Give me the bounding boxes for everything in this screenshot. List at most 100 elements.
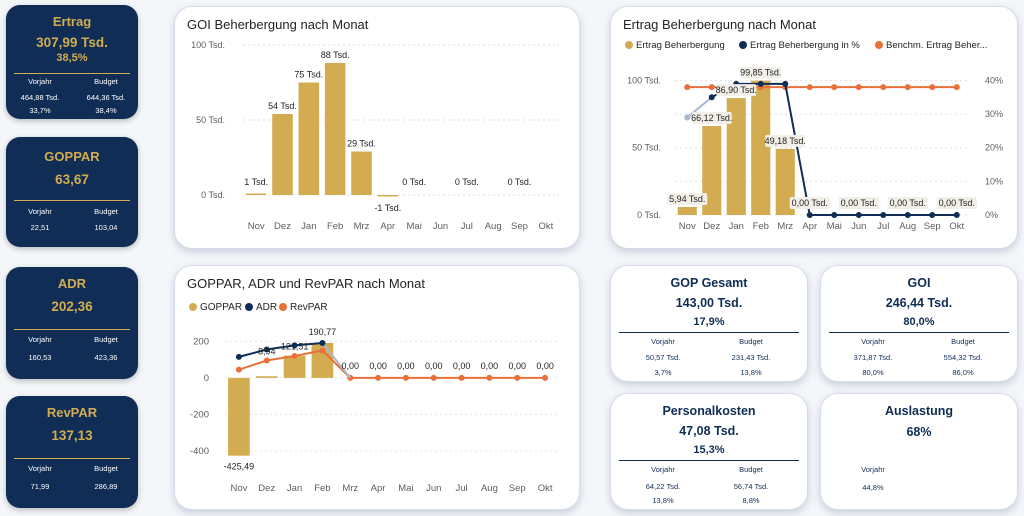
kpi-divider <box>14 200 130 201</box>
data-label: 1 Tsd. <box>244 177 268 187</box>
kpi-prev-label: Vorjahr <box>28 464 52 473</box>
x-tick-label: Okt <box>538 221 553 232</box>
pct-point <box>782 80 789 87</box>
goppar-adr-revpar-chart[interactable]: GOPPAR ADR RevPAR 200 0 -200 -400 Nov Dez Jan Feb M… <box>175 266 579 509</box>
kpi-budget-value: 644,36 Tsd. <box>86 93 126 102</box>
tile-prev-label: Vorjahr <box>861 337 885 346</box>
data-label: 0,00 <box>481 361 499 371</box>
kpi-prev-label: Vorjahr <box>28 77 52 86</box>
pct-point <box>831 212 838 218</box>
x-tick-label: Aug <box>485 221 502 232</box>
adr-point <box>235 353 242 360</box>
bar <box>677 207 697 215</box>
bar <box>351 151 372 195</box>
kpi-budget-label: Budget <box>94 207 118 216</box>
x-tick-label: Dez <box>258 483 275 494</box>
kpi-budget-value: 286,89 <box>94 482 118 491</box>
tile-personalkosten[interactable]: Personalkosten 47,08 Tsd. 15,3% Vorjahr … <box>610 393 808 510</box>
kpi-card-goppar[interactable]: GOPPAR 63,67 Vorjahr Budget 22,51 103,04 <box>6 137 138 247</box>
x-tick-label: Mrz <box>777 221 793 232</box>
data-label-bg <box>667 193 708 206</box>
data-label: 8,94 <box>258 347 276 357</box>
legend-marker <box>739 41 747 49</box>
bar <box>377 195 399 197</box>
tile-prev-pct: 3,7% <box>654 368 672 377</box>
kpi-card-adr[interactable]: ADR 202,36 Vorjahr Budget 160,53 423,36 <box>6 267 138 379</box>
ertrag-combo-chart[interactable]: Ertrag Beherbergung Ertrag Beherbergung i… <box>611 7 1017 248</box>
tile-goi[interactable]: GOI 246,44 Tsd. 80,0% Vorjahr Budget 371… <box>820 265 1018 382</box>
tile-divider <box>619 332 799 333</box>
data-label: 0,00 <box>341 361 359 371</box>
data-label-bg <box>936 197 977 209</box>
kpi-prev-label: Vorjahr <box>28 207 52 216</box>
chart-panel-goppar-adr-revpar[interactable]: GOPPAR, ADR und RevPAR nach Monat GOPPAR… <box>174 265 580 510</box>
bar <box>228 377 250 456</box>
legend-label: Ertrag Beherbergung in % <box>750 40 860 51</box>
x-tick-label: Sep <box>509 483 526 494</box>
y-right-tick-label: 20% <box>985 143 1003 153</box>
adr-point <box>263 346 270 353</box>
kpi-divider <box>14 73 130 74</box>
tile-prev-label: Vorjahr <box>651 465 675 474</box>
data-label-bg <box>838 197 879 209</box>
legend-label: Ertrag Beherbergung <box>636 40 725 51</box>
benchmark-point <box>806 84 813 91</box>
data-label: 0,00 Tsd. <box>841 198 877 208</box>
revpar-line <box>238 349 546 379</box>
kpi-budget-value: 103,04 <box>94 223 118 232</box>
benchmark-point <box>929 84 936 91</box>
kpi-prev-value: 22,51 <box>30 223 50 232</box>
legend-label: Benchm. Ertrag Beher... <box>886 40 987 51</box>
pct-point <box>708 94 715 101</box>
tile-title: GOI <box>907 276 931 290</box>
x-tick-label: Okt <box>538 483 553 494</box>
data-label-bg <box>765 134 806 147</box>
pct-point <box>880 212 887 218</box>
x-tick-label: Dez <box>703 221 720 232</box>
data-label: 75 Tsd. <box>294 70 323 80</box>
tile-prev-label: Vorjahr <box>651 337 675 346</box>
benchmark-point <box>684 84 691 91</box>
kpi-prev-value: 160,53 <box>28 353 52 362</box>
revpar-point <box>514 374 521 381</box>
revpar-point <box>375 374 382 381</box>
pct-line <box>711 82 957 216</box>
kpi-budget-label: Budget <box>94 464 118 473</box>
pct-point <box>904 212 911 218</box>
kpi-card-ertrag[interactable]: Ertrag 307,99 Tsd. 38,5% Vorjahr Budget … <box>6 5 138 119</box>
x-tick-label: Mrz <box>354 221 370 232</box>
x-tick-label: Jun <box>851 221 866 232</box>
legend-marker <box>189 303 197 311</box>
tile-budget-pct: 13,8% <box>740 368 762 377</box>
kpi-card-revpar[interactable]: RevPAR 137,13 Vorjahr Budget 71,99 286,8… <box>6 396 138 508</box>
tile-auslastung[interactable]: Auslastung 68% Vorjahr 44,8% <box>820 393 1018 510</box>
data-label-bg <box>691 112 732 125</box>
y-tick-label: 0 Tsd. <box>201 190 225 200</box>
kpi-percent: 38,5% <box>56 52 88 64</box>
x-tick-label: Jul <box>456 483 468 494</box>
kpi-title: GOPPAR <box>44 149 100 164</box>
tile-gop-gesamt[interactable]: GOP Gesamt 143,00 Tsd. 17,9% Vorjahr Bud… <box>610 265 808 382</box>
goi-bar-chart[interactable]: 100 Tsd. 50 Tsd. 0 Tsd. Nov 1 Tsd. Dez 54 Tsd.… <box>175 7 579 248</box>
bar <box>255 376 278 378</box>
tile-title: Personalkosten <box>662 404 756 418</box>
pct-point <box>855 212 862 218</box>
chart-panel-goi[interactable]: GOI Beherbergung nach Monat 100 Tsd. 50 T… <box>174 6 580 249</box>
x-tick-label: Mrz <box>342 483 358 494</box>
x-tick-label: Dez <box>274 221 291 232</box>
tile-percent: 15,3% <box>693 444 725 456</box>
tile-value: 143,00 Tsd. <box>675 296 743 310</box>
tile-prev-pct: 13,8% <box>652 496 674 505</box>
kpi-budget-label: Budget <box>94 77 118 86</box>
benchmark-point <box>855 84 862 91</box>
benchmark-point <box>708 84 715 91</box>
benchmark-point <box>831 84 838 91</box>
kpi-prev-value: 464,88 Tsd. <box>20 93 60 102</box>
chart-panel-ertrag[interactable]: Ertrag Beherbergung nach Monat Ertrag Be… <box>610 6 1018 249</box>
x-tick-label: Jan <box>729 221 744 232</box>
data-label: 54 Tsd. <box>268 101 297 111</box>
revpar-point <box>486 374 493 381</box>
bar <box>272 114 293 195</box>
tile-prev-value: 50,57 Tsd. <box>645 353 681 362</box>
kpi-title: RevPAR <box>46 405 98 420</box>
